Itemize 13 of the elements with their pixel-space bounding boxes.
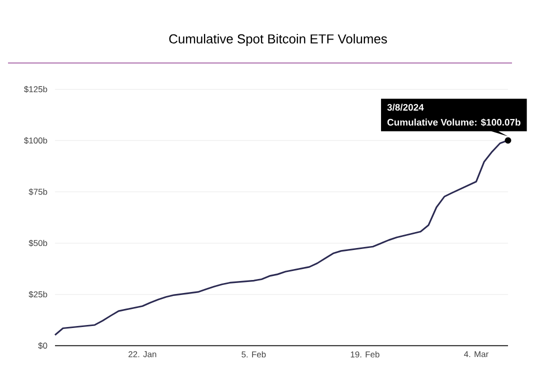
y-tick-label: $75b — [28, 188, 48, 196]
y-tick-label: $25b — [28, 290, 48, 298]
annotation: 3/8/2024 — [387, 104, 424, 111]
x-tick-label: 5. Feb — [242, 351, 266, 358]
x-tick-label: 4. Mar — [464, 351, 488, 358]
x-tick-label: 19. Feb — [350, 351, 380, 358]
annotation: Cumulative Volume: $100.07b — [387, 118, 520, 126]
y-tick-label: $125b — [24, 86, 48, 93]
y-tick-label: $100b — [24, 137, 48, 144]
y-tick-label: $0 — [38, 342, 48, 350]
chart-title: Cumulative Spot Bitcoin ETF Volumes — [169, 34, 387, 46]
y-tick-label: $50b — [28, 240, 48, 247]
x-tick-label: 22. Jan — [128, 351, 156, 358]
